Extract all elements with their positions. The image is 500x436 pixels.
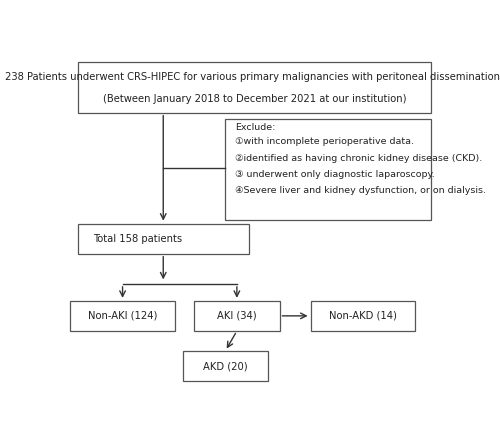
FancyBboxPatch shape <box>78 224 248 254</box>
FancyBboxPatch shape <box>310 301 415 331</box>
Text: AKI (34): AKI (34) <box>217 311 256 321</box>
FancyBboxPatch shape <box>70 301 175 331</box>
Text: AKD (20): AKD (20) <box>203 361 248 371</box>
FancyBboxPatch shape <box>194 301 280 331</box>
Text: ①with incomplete perioperative data.: ①with incomplete perioperative data. <box>235 137 414 146</box>
FancyBboxPatch shape <box>225 119 430 220</box>
Text: 238 Patients underwent CRS-HIPEC for various primary malignancies with peritonea: 238 Patients underwent CRS-HIPEC for var… <box>5 72 500 82</box>
Text: Total 158 patients: Total 158 patients <box>94 234 182 244</box>
Text: ④Severe liver and kidney dysfunction, or on dialysis.: ④Severe liver and kidney dysfunction, or… <box>235 186 486 195</box>
Text: ③ underwent only diagnostic laparoscopy.: ③ underwent only diagnostic laparoscopy. <box>235 170 434 179</box>
Text: Non-AKD (14): Non-AKD (14) <box>329 311 397 321</box>
Text: (Between January 2018 to December 2021 at our institution): (Between January 2018 to December 2021 a… <box>102 94 406 104</box>
Text: ②identified as having chronic kidney disease (CKD).: ②identified as having chronic kidney dis… <box>235 154 482 163</box>
FancyBboxPatch shape <box>78 62 430 113</box>
Text: Non-AKI (124): Non-AKI (124) <box>88 311 157 321</box>
FancyBboxPatch shape <box>182 351 268 382</box>
Text: Exclude:: Exclude: <box>235 123 276 132</box>
